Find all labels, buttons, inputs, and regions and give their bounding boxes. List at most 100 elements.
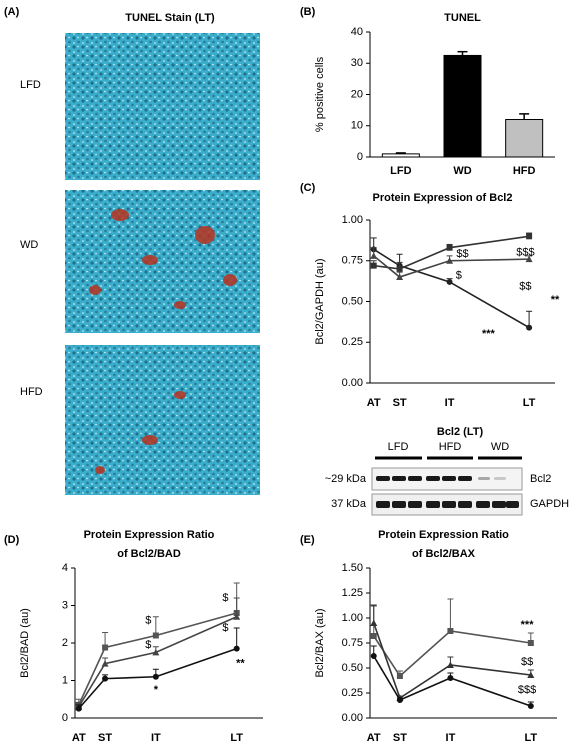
y-tick-label: 2	[62, 637, 68, 649]
blot-title: Bcl2 (LT)	[437, 426, 484, 438]
annotation: $	[145, 614, 151, 626]
y-tick-label: 0.50	[342, 295, 363, 307]
marker	[526, 233, 533, 240]
marker	[527, 640, 534, 646]
marker	[370, 653, 377, 659]
panel-label: (D)	[4, 534, 20, 546]
y-tick-label: 1.00	[342, 612, 363, 624]
x-tick-label: HFD	[513, 165, 536, 177]
x-tick-label: LT	[523, 397, 536, 409]
row-label: HFD	[20, 386, 43, 398]
x-tick-label: WD	[453, 165, 471, 177]
y-tick-label: 4	[62, 562, 68, 574]
micrograph	[65, 190, 260, 333]
y-tick-label: 10	[351, 120, 363, 132]
marker	[446, 278, 453, 285]
annotation: ***	[521, 619, 535, 631]
y-tick-label: 0.00	[342, 377, 363, 389]
row-label: LFD	[20, 79, 41, 91]
annotation: $$	[519, 281, 531, 293]
x-tick-label: IT	[446, 732, 456, 744]
y-tick-label: 1.00	[342, 214, 363, 226]
line	[78, 612, 237, 706]
panel-label: (B)	[300, 6, 316, 18]
lane-label: WD	[491, 441, 509, 453]
marker	[526, 324, 533, 331]
x-tick-label: IT	[151, 732, 161, 744]
marker	[370, 619, 378, 626]
marker	[527, 671, 535, 678]
stain-spots	[95, 391, 186, 474]
bar	[381, 153, 420, 158]
marker	[447, 675, 454, 681]
y-tick-label: 0	[357, 151, 363, 163]
lane-label: LFD	[388, 441, 409, 453]
protein-label: GAPDH	[530, 498, 569, 510]
y-tick-label: 40	[351, 26, 363, 38]
annotation: $$	[456, 248, 468, 260]
y-axis-label: Bcl2/BAX (au)	[314, 608, 326, 677]
marker	[447, 628, 454, 634]
annotation: $	[222, 592, 228, 604]
panel-label: (E)	[300, 534, 315, 546]
marker	[446, 661, 454, 668]
y-tick-label: 0	[62, 712, 68, 724]
chart-title: Protein Expression of Bcl2	[373, 192, 513, 204]
y-tick-label: 1.50	[342, 562, 363, 574]
chart-title: of Bcl2/BAX	[412, 548, 476, 560]
marker	[75, 705, 82, 712]
y-tick-label: 3	[62, 599, 68, 611]
marker	[396, 673, 403, 679]
chart-title: of Bcl2/BAD	[117, 548, 181, 560]
y-tick-label: 1.25	[342, 587, 363, 599]
marker	[233, 613, 241, 620]
line	[78, 647, 237, 710]
marker	[102, 644, 109, 651]
marker	[396, 265, 403, 272]
x-tick-label: AT	[72, 732, 86, 744]
y-tick-label: 20	[351, 88, 363, 100]
blot-bands	[376, 476, 519, 508]
y-tick-label: 0.25	[342, 336, 363, 348]
micrograph	[65, 33, 260, 180]
x-tick-label: LFD	[390, 165, 411, 177]
chart-title: TUNEL	[444, 12, 481, 24]
annotation: $$$	[516, 247, 534, 259]
panel-label: (A)	[4, 6, 20, 18]
line	[373, 255, 530, 278]
marker	[525, 255, 533, 263]
annotation: $	[456, 269, 462, 281]
size-label: 37 kDa	[331, 498, 367, 510]
marker	[152, 648, 160, 656]
y-tick-label: 0.75	[342, 637, 363, 649]
chart-title: Protein Expression Ratio	[378, 529, 509, 541]
annotation: ***	[482, 328, 496, 340]
marker	[101, 660, 109, 667]
image-title: TUNEL Stain (LT)	[125, 12, 215, 24]
annotation: $	[222, 622, 228, 634]
x-tick-label: AT	[367, 732, 381, 744]
y-tick-label: 0.25	[342, 687, 363, 699]
y-tick-label: 0.75	[342, 255, 363, 267]
bar	[505, 119, 544, 158]
marker	[396, 273, 404, 281]
marker	[370, 633, 377, 639]
marker	[102, 675, 109, 682]
marker	[370, 262, 377, 269]
y-tick-label: 30	[351, 57, 363, 69]
x-tick-label: AT	[367, 397, 381, 409]
annotation: *	[154, 684, 159, 696]
protein-label: Bcl2	[530, 473, 551, 485]
chart-title: Protein Expression Ratio	[84, 529, 215, 541]
marker	[446, 257, 454, 264]
marker	[527, 703, 534, 709]
size-label: ~29 kDa	[325, 473, 367, 485]
y-axis-label: % positive cells	[314, 56, 326, 132]
line	[373, 248, 530, 329]
annotation: $$$	[518, 684, 536, 696]
annotation: $	[145, 639, 151, 651]
annotation: $$	[521, 656, 533, 668]
y-axis-label: Bcl2/GAPDH (au)	[314, 258, 326, 344]
line	[373, 655, 532, 707]
